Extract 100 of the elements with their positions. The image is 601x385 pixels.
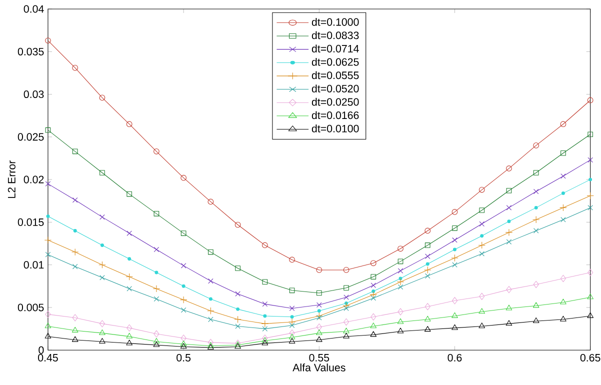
point (453, 248, 456, 252)
point (262, 302, 268, 307)
point (44, 322, 52, 328)
point (100, 170, 105, 176)
point (208, 316, 214, 322)
point (480, 234, 484, 238)
point (180, 308, 186, 313)
y-tick-label: 0.04 (24, 5, 44, 13)
point (370, 291, 377, 298)
point (126, 121, 132, 128)
point (180, 175, 186, 181)
point (289, 330, 295, 337)
y-tick-label: 0.025 (18, 133, 44, 141)
point (152, 285, 160, 292)
point (424, 273, 430, 279)
point (182, 284, 186, 288)
point (154, 211, 160, 216)
point (370, 260, 376, 266)
point (506, 320, 512, 326)
legend-label: dt=0.0714 (312, 44, 359, 53)
point (180, 230, 186, 236)
legend-label: dt=0.0555 (312, 71, 359, 80)
point (533, 142, 540, 148)
point (507, 220, 511, 224)
point (452, 312, 458, 318)
point (424, 254, 430, 260)
point (587, 97, 594, 104)
point (153, 338, 160, 344)
point (343, 267, 350, 273)
point (235, 291, 240, 297)
point (235, 266, 240, 272)
point (533, 228, 539, 234)
point (316, 312, 323, 320)
x-tick-label: 0.6 (448, 354, 462, 362)
point (45, 310, 51, 318)
point (452, 226, 458, 231)
point (506, 166, 512, 172)
point (128, 257, 132, 261)
point (398, 258, 404, 264)
point (478, 186, 485, 193)
point (561, 192, 565, 196)
point (72, 327, 78, 333)
point (126, 191, 132, 197)
point (234, 316, 242, 324)
y-axis-title: L2 Error (8, 160, 16, 198)
point (370, 313, 376, 321)
point (236, 308, 240, 312)
point (560, 174, 566, 179)
point (126, 340, 132, 346)
point (370, 322, 377, 328)
point (316, 302, 322, 308)
point (316, 324, 322, 331)
point (451, 254, 458, 262)
point (479, 221, 484, 227)
point (288, 334, 296, 340)
point (396, 278, 404, 286)
point (478, 322, 486, 328)
point (262, 334, 268, 342)
point (208, 278, 214, 284)
point (45, 128, 51, 133)
point (289, 306, 295, 312)
point (587, 312, 594, 318)
point (316, 267, 322, 273)
point (397, 318, 404, 324)
point (208, 297, 212, 301)
legend-label: dt=0.1000 (312, 18, 359, 26)
point (424, 242, 430, 248)
point (505, 228, 513, 236)
legend-label: dt=0.0100 (312, 124, 359, 133)
point (208, 198, 214, 205)
point (534, 206, 538, 210)
legend-label: dt=0.0250 (312, 98, 359, 106)
point (234, 222, 241, 228)
point (478, 242, 486, 249)
x-tick-label: 0.55 (309, 354, 330, 362)
point (99, 338, 106, 344)
point (316, 336, 322, 342)
point (126, 332, 132, 339)
legend-label: dt=0.0520 (312, 84, 359, 93)
point (344, 294, 349, 300)
point (560, 298, 566, 304)
point (72, 314, 78, 322)
point (533, 188, 539, 194)
point (98, 261, 106, 269)
point (342, 302, 350, 310)
point (288, 318, 296, 326)
point (424, 316, 431, 322)
point (506, 286, 512, 294)
x-tick-label: 0.5 (176, 354, 191, 362)
point (99, 94, 106, 101)
point (126, 273, 133, 280)
point (506, 304, 512, 310)
point (533, 170, 539, 176)
y-tick-label: 0 (38, 346, 44, 354)
y-tick-label: 0.02 (24, 176, 44, 184)
point (154, 296, 160, 302)
point (478, 308, 486, 314)
point (72, 198, 78, 203)
point (452, 262, 458, 268)
point (180, 334, 186, 342)
